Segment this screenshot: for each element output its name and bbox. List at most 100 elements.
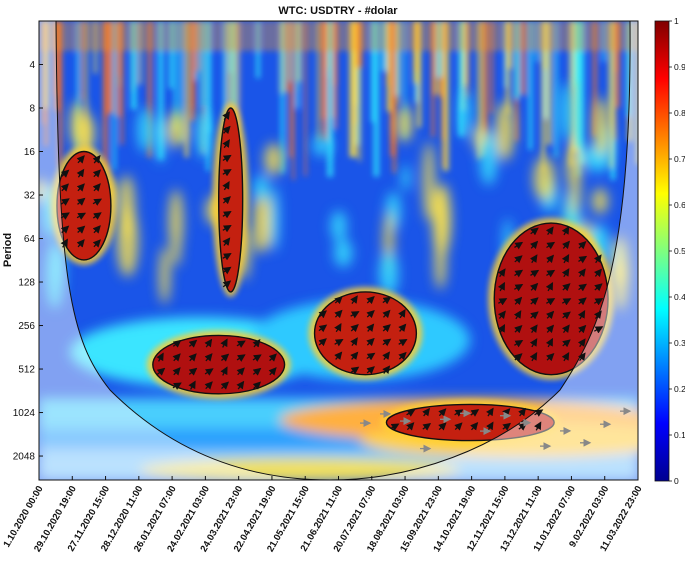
phase-arrow: [92, 239, 101, 248]
phase-arrow: [222, 237, 231, 246]
phase-arrow: [76, 183, 85, 192]
phase-arrow: [514, 353, 523, 362]
phase-arrow: [470, 422, 479, 431]
phase-arrow: [497, 268, 506, 278]
phase-arrow: [398, 323, 407, 333]
phase-arrow: [76, 239, 85, 248]
phase-arrow: [454, 409, 464, 417]
phase-arrow: [156, 352, 164, 362]
phase-arrow: [236, 340, 246, 348]
phase-arrow: [454, 422, 463, 431]
phase-arrow: [545, 337, 553, 348]
phase-arrow: [382, 365, 391, 374]
phase-arrow: [350, 311, 360, 319]
phase-arrow: [497, 323, 506, 334]
phase-arrow: [92, 183, 101, 192]
phase-arrow: [334, 322, 342, 333]
phase-arrow: [406, 409, 416, 417]
phase-arrow: [172, 382, 182, 390]
colorbar-tick-label: 0.6: [674, 200, 685, 210]
significant-region: [152, 334, 286, 395]
phase-arrow: [577, 338, 586, 348]
colorbar-tick-label: 0.8: [674, 108, 685, 118]
phase-arrow: [220, 338, 228, 348]
phase-arrow: [222, 266, 232, 275]
phase-arrow: [578, 255, 588, 264]
phase-arrow: [60, 212, 70, 220]
phase-arrow: [514, 340, 524, 348]
phase-arrow: [593, 326, 604, 334]
plot-area: [39, 21, 638, 480]
phase-arrow: [382, 296, 392, 305]
phase-arrow: [350, 337, 358, 347]
y-tick-label: 32: [24, 191, 36, 202]
colorbar-ticks: 0 0.1 0.2 0.3 0.4 0.5 0.6 0.7 0.8 0.9 1: [669, 16, 685, 486]
phase-arrow: [188, 380, 196, 390]
phase-arrow: [334, 296, 343, 305]
phase-arrow: [222, 139, 230, 149]
phase-arrow: [220, 353, 230, 362]
phase-arrow: [156, 367, 166, 376]
phase-arrow: [578, 241, 587, 250]
phase-arrow: [497, 310, 506, 320]
phase-arrow: [188, 353, 197, 362]
phase-arrow: [92, 198, 103, 206]
phase-arrow: [382, 338, 392, 347]
phase-arrow: [60, 238, 68, 248]
phase-arrow: [76, 225, 86, 234]
phase-arrow: [222, 196, 231, 205]
y-axis: 4 8 16 32 64 128 256 512 1024 2048: [13, 60, 43, 463]
phase-arrow: [578, 283, 587, 292]
phase-arrow: [422, 422, 432, 431]
phase-arrow: [366, 310, 375, 319]
y-tick-label: 256: [18, 321, 35, 332]
colorbar-tick-label: 0.7: [674, 154, 685, 164]
phase-arrow: [252, 367, 262, 376]
phase-arrows: [60, 111, 632, 453]
phase-arrow: [518, 407, 526, 417]
colorbar-tick-label: 0: [674, 476, 679, 486]
phase-arrow: [204, 368, 214, 376]
y-tick-label: 1024: [13, 408, 36, 419]
phase-arrow: [514, 284, 524, 292]
phase-arrow: [577, 268, 586, 277]
phase-arrow: [236, 380, 245, 390]
chart-title: WTC: USDTRY - #dolar: [278, 5, 398, 17]
phase-arrow: [366, 366, 375, 375]
colorbar-tick-label: 0.4: [674, 292, 685, 302]
phase-arrow: [334, 339, 344, 347]
phase-arrow: [530, 311, 539, 320]
cone-of-influence: [39, 21, 638, 480]
phase-arrow: [398, 338, 408, 347]
phase-arrow: [546, 310, 555, 320]
phase-arrow: [578, 324, 587, 334]
phase-arrow: [382, 324, 391, 333]
phase-arrow: [318, 338, 327, 347]
phase-arrow: [252, 381, 261, 390]
phase-arrow: [546, 241, 556, 250]
phase-arrow: [236, 354, 246, 362]
phase-arrow: [76, 212, 87, 220]
phase-arrow: [546, 352, 555, 362]
phase-arrow: [188, 367, 198, 376]
y-tick-label: 512: [18, 365, 35, 376]
phase-arrow: [382, 309, 391, 319]
phase-arrow: [514, 241, 524, 250]
phase-arrow: [561, 324, 570, 333]
phase-arrow: [222, 210, 232, 219]
phase-arrow: [438, 408, 447, 417]
colorbar-tick-label: 0.2: [674, 384, 685, 394]
phase-arrow: [334, 309, 343, 319]
phase-arrow: [222, 225, 232, 233]
phase-arrow: [222, 111, 230, 121]
phase-arrow: [545, 324, 555, 334]
phase-arrow: [268, 367, 277, 376]
phase-arrow: [222, 169, 232, 177]
phase-arrow: [594, 283, 603, 292]
phase-arrow: [593, 310, 602, 319]
phase-arrow: [172, 367, 181, 376]
phase-arrow: [76, 168, 85, 178]
phase-arrow: [220, 381, 230, 390]
phase-arrow: [222, 181, 230, 191]
phase-arrow: [562, 311, 571, 320]
